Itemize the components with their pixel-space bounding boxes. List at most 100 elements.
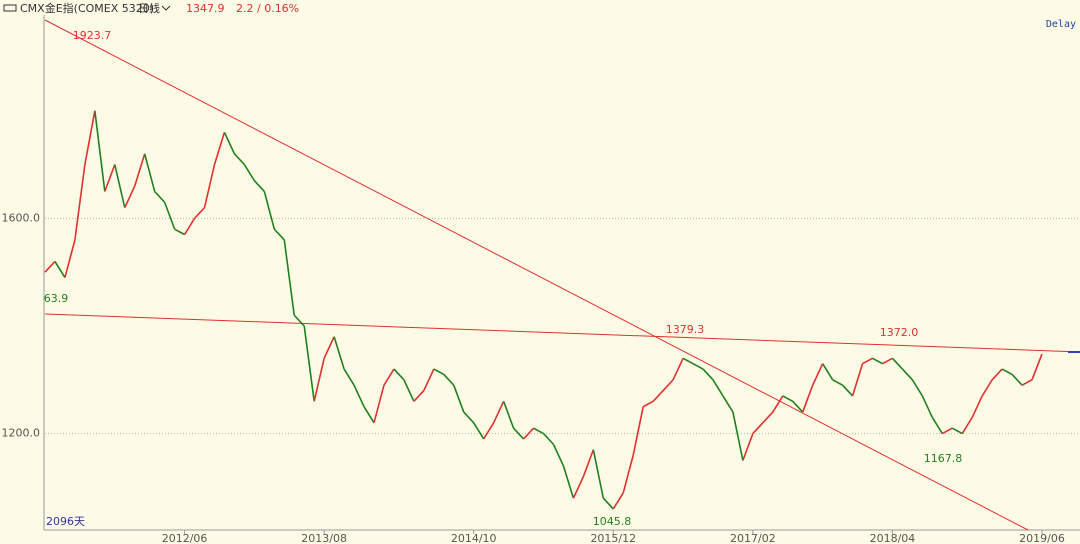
price-segment (991, 368, 1003, 381)
x-tick-label: 2018/04 (870, 532, 916, 544)
price-segment (163, 201, 176, 230)
price-segment (283, 239, 296, 316)
price-segment (233, 153, 245, 166)
price-segment (762, 411, 774, 424)
price-segment (502, 401, 515, 429)
price-segment (84, 110, 96, 165)
price-segment (492, 400, 505, 424)
x-tick-label: 2012/06 (162, 532, 208, 544)
price-segment (662, 379, 674, 392)
price-segment (533, 427, 544, 435)
price-segment (263, 191, 276, 230)
trend-line (44, 19, 1029, 531)
price-segment (801, 384, 814, 413)
price-segment (243, 164, 256, 182)
price-segment (862, 357, 873, 365)
price-segment (253, 180, 265, 193)
price-segment (612, 492, 624, 510)
price-segment (682, 357, 694, 365)
price-segment (193, 207, 206, 219)
price-segment (722, 395, 734, 413)
price-segment (672, 357, 684, 381)
price-segment (393, 368, 405, 381)
price-segment (323, 336, 335, 359)
price-segment (174, 228, 185, 236)
extreme-label: 63.9 (44, 292, 69, 305)
price-segment (742, 433, 754, 461)
price-segment (154, 190, 166, 203)
price-segment (482, 422, 495, 440)
price-segment (44, 260, 56, 273)
price-segment (124, 185, 136, 208)
price-segment (303, 325, 315, 402)
period[interactable]: 日线 (138, 1, 160, 15)
price-segment (652, 390, 664, 402)
price-segment (632, 406, 644, 456)
price-segment (752, 422, 764, 435)
price-segment (54, 261, 66, 278)
price-segment (94, 110, 106, 192)
price-segment (114, 164, 126, 208)
price-segment (443, 373, 455, 386)
price-segment (692, 362, 704, 370)
price-segment (203, 164, 216, 208)
span-label: 2096天 (46, 515, 85, 528)
price-segment (343, 368, 355, 386)
extreme-label: 1379.3 (666, 323, 705, 336)
price-segment (872, 357, 883, 365)
price-segment (961, 417, 973, 435)
x-tick-label: 2017/02 (730, 532, 776, 544)
price-segment (572, 476, 585, 499)
x-tick-label: 2019/06 (1019, 532, 1065, 544)
status: Delay (1046, 19, 1076, 30)
price-segment (582, 449, 595, 477)
price-segment (732, 411, 744, 461)
price-segment (592, 449, 605, 499)
price-segment (183, 217, 196, 235)
price-segment (622, 454, 635, 493)
price-segment (333, 336, 345, 370)
price-segment (842, 384, 854, 397)
instrument-name: CMX金E指(COMEX 5320) (20, 1, 154, 15)
price-segment (811, 363, 824, 386)
y-tick-label: 1200.0 (2, 427, 41, 440)
dropdown-arrow[interactable] (161, 5, 171, 11)
price-segment (223, 131, 236, 155)
price-segment (293, 314, 305, 327)
price-segment (143, 153, 156, 192)
price-segment (882, 357, 893, 365)
price-segment (373, 384, 385, 424)
price-segment (273, 228, 285, 241)
price-segment (213, 132, 226, 165)
price-segment (433, 368, 445, 376)
extreme-label: 1923.7 (73, 29, 112, 42)
change: 2.2 / 0.16% (236, 2, 299, 15)
price-segment (921, 395, 934, 418)
price-segment (562, 465, 575, 499)
price-segment (1001, 368, 1013, 376)
price-segment (453, 384, 465, 413)
price-segment (104, 164, 116, 192)
price-segment (602, 497, 614, 510)
price-segment (712, 379, 724, 397)
price-segment (911, 379, 924, 397)
price-segment (363, 406, 375, 424)
x-tick-label: 2015/12 (590, 532, 636, 544)
price-segment (463, 411, 475, 424)
price-segment (74, 164, 86, 241)
extreme-label: 1372.0 (880, 326, 919, 339)
price-segment (313, 358, 325, 402)
price-segment (522, 427, 535, 440)
price-segment (951, 427, 963, 435)
trend-line (44, 313, 1080, 353)
price-segment (383, 368, 395, 386)
extreme-label: 1045.8 (593, 515, 632, 528)
price-segment (891, 357, 904, 370)
price-segment (64, 239, 76, 278)
price-segment (513, 427, 525, 440)
price-segment (423, 368, 435, 391)
price-segment (353, 384, 365, 408)
price-segment (642, 400, 654, 408)
